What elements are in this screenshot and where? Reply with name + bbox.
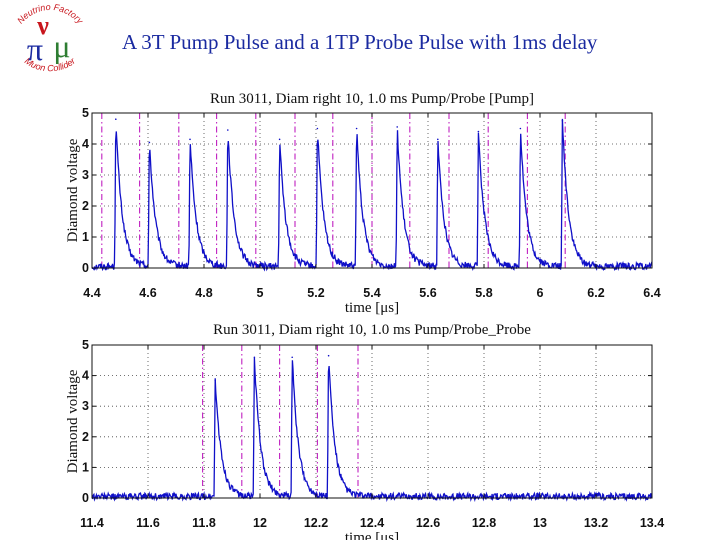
y-axis-label: Diamond voltage: [65, 369, 81, 473]
pulse-peak: [477, 130, 480, 133]
pulse-peak: [396, 126, 399, 128]
y-tick-label: 0: [82, 261, 89, 275]
y-tick-label: 1: [82, 230, 89, 244]
x-tick-label: 12.2: [304, 516, 328, 530]
pulse-peak: [227, 129, 229, 131]
probe-chart: Run 3011, Diam right 10, 1.0 ms Pump/Pro…: [65, 322, 664, 540]
x-tick-label: 5.4: [363, 286, 380, 300]
x-axis-label: time [μs]: [345, 530, 399, 540]
logo-nu-symbol: ν: [36, 11, 49, 40]
x-tick-label: 13.2: [584, 516, 608, 530]
x-tick-label: 5.6: [419, 286, 436, 300]
pump-chart: Run 3011, Diam right 10, 1.0 ms Pump/Pro…: [65, 91, 661, 316]
y-tick-label: 2: [82, 199, 89, 213]
x-tick-label: 11.4: [80, 516, 104, 530]
y-tick-label: 4: [82, 369, 89, 383]
x-tick-label: 12: [253, 516, 267, 530]
x-tick-label: 11.8: [192, 516, 216, 530]
x-tick-label: 13.4: [640, 516, 664, 530]
pulse-peak: [327, 354, 330, 357]
x-tick-label: 4.6: [139, 286, 156, 300]
y-tick-label: 5: [82, 338, 89, 352]
pulse-peak: [437, 138, 439, 141]
x-tick-label: 5.2: [307, 286, 324, 300]
y-tick-label: 5: [82, 106, 89, 120]
pulse-peak: [519, 127, 522, 130]
x-tick-label: 5.8: [475, 286, 492, 300]
pulse-peak: [253, 356, 256, 359]
y-tick-label: 1: [82, 460, 89, 474]
x-tick-label: 6.2: [587, 286, 604, 300]
pulse-peak: [148, 141, 151, 144]
x-tick-label: 6: [537, 286, 544, 300]
y-tick-label: 2: [82, 430, 89, 444]
pulse-peak: [214, 379, 216, 381]
x-tick-label: 12.6: [416, 516, 440, 530]
logo-mu-symbol: μ: [53, 28, 70, 64]
x-tick-label: 4.4: [83, 286, 100, 300]
chart-title: Run 3011, Diam right 10, 1.0 ms Pump/Pro…: [210, 91, 534, 107]
y-tick-label: 0: [82, 491, 89, 505]
project-logo: Neutrino Factory Muon Collider ν π μ: [15, 2, 85, 73]
pulse-peak: [355, 127, 358, 130]
y-tick-label: 3: [82, 168, 89, 182]
x-tick-label: 5: [257, 286, 264, 300]
pulse-peak: [278, 138, 281, 141]
pulse-peak: [291, 356, 294, 359]
y-tick-label: 4: [82, 137, 89, 151]
x-axis-label: time [μs]: [345, 300, 399, 316]
signal-trace: [91, 357, 653, 503]
x-tick-label: 12.8: [472, 516, 496, 530]
x-tick-label: 11.6: [136, 516, 160, 530]
pulse-peak: [316, 127, 319, 130]
logo-pi-symbol: π: [27, 31, 43, 67]
pulse-peak: [561, 119, 564, 122]
x-tick-label: 6.4: [643, 286, 660, 300]
chart-title: Run 3011, Diam right 10, 1.0 ms Pump/Pro…: [213, 322, 531, 338]
y-tick-label: 3: [82, 399, 89, 413]
y-axis-label: Diamond voltage: [65, 138, 81, 242]
pulse-peak: [115, 118, 117, 120]
x-tick-label: 4.8: [195, 286, 212, 300]
x-tick-label: 12.4: [360, 516, 384, 530]
slide-title: A 3T Pump Pulse and a 1TP Probe Pulse wi…: [122, 30, 598, 54]
pulse-peak: [189, 138, 191, 141]
x-tick-label: 13: [533, 516, 547, 530]
